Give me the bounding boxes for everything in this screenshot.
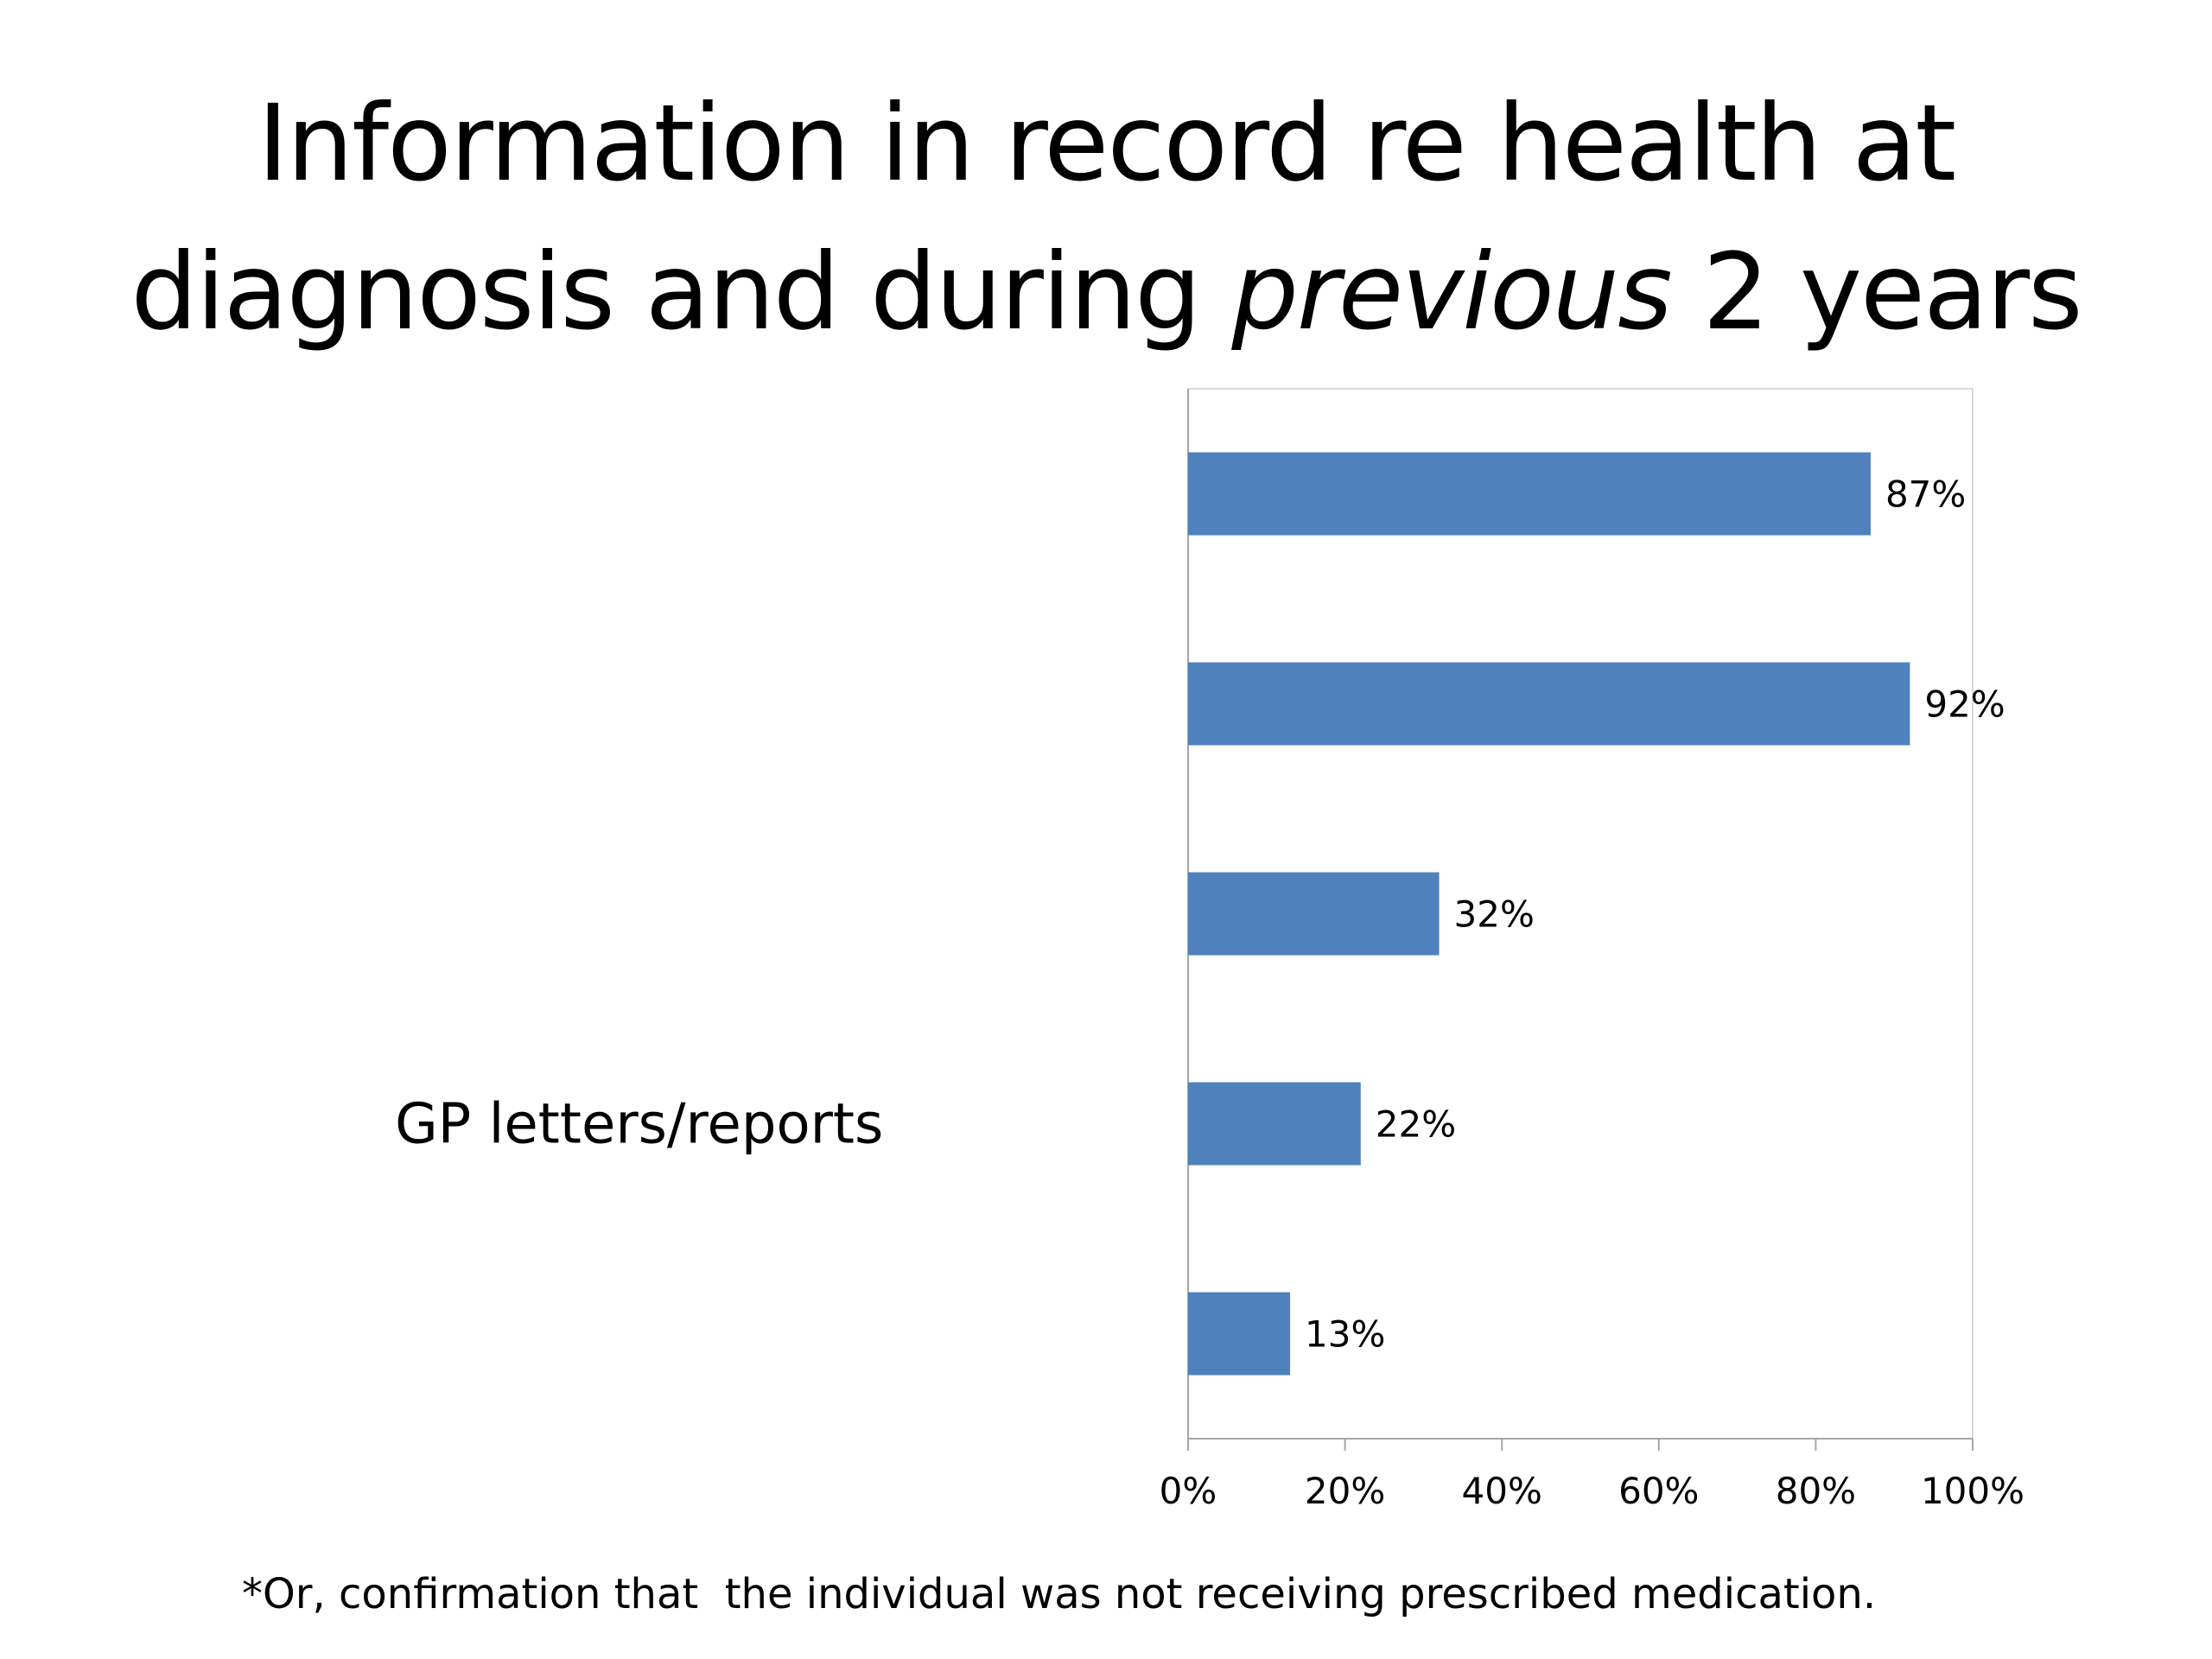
category-label-4-line-1: GP letters/reports xyxy=(395,1093,883,1157)
bar-5 xyxy=(1188,1292,1291,1376)
x-tick-label-6: 100% xyxy=(1921,1470,2024,1512)
x-tick-label-3: 40% xyxy=(1462,1470,1542,1512)
x-tick-label-2: 20% xyxy=(1305,1470,1385,1512)
data-label-3: 32% xyxy=(1454,893,1535,936)
data-label-4: 22% xyxy=(1376,1103,1456,1146)
x-tick-label-1: 0% xyxy=(1160,1470,1217,1512)
bars-group xyxy=(1188,452,1910,1376)
x-tick-label-5: 80% xyxy=(1776,1470,1856,1512)
category-label-4: GP letters/reports xyxy=(395,1093,883,1157)
title-line-2-start: diagnosis and during xyxy=(130,231,1232,353)
bar-2 xyxy=(1188,662,1910,746)
slide-title: Information in record re health at diagn… xyxy=(0,69,2212,366)
category-labels: History as reported bypatient once diagn… xyxy=(395,1093,883,1157)
data-label-5: 13% xyxy=(1305,1313,1385,1356)
title-line-2-emphasis: previous xyxy=(1231,231,1672,353)
bar-3 xyxy=(1188,872,1440,956)
title-line-2-end: 2 years xyxy=(1670,231,2082,353)
data-label-1: 87% xyxy=(1885,474,1966,516)
title-line-1: Information in record re health at xyxy=(257,82,1956,205)
bar-4 xyxy=(1188,1082,1361,1166)
data-labels: 87% 92% 32% 22% 13% xyxy=(1305,474,2005,1356)
bar-1 xyxy=(1188,452,1871,536)
x-axis: 0% 20% 40% 60% 80% 100% xyxy=(1160,1438,2024,1512)
x-tick-label-4: 60% xyxy=(1618,1470,1699,1512)
data-label-2: 92% xyxy=(1924,683,2005,726)
footnote: *Or, confirmation that the individual wa… xyxy=(242,1570,1877,1618)
